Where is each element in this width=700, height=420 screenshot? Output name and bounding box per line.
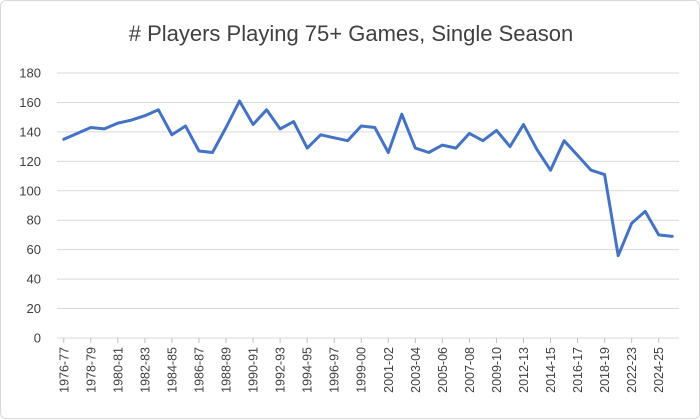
x-tick-label: 1988-89	[220, 347, 234, 393]
x-tick-label: 2022-23	[625, 347, 639, 393]
y-tick-label: 0	[34, 331, 41, 346]
x-tick-label: 1994-95	[301, 347, 315, 393]
y-tick-label: 80	[27, 213, 41, 228]
x-tick-label: 2001-02	[382, 347, 396, 393]
x-tick-label: 2018-19	[598, 347, 612, 393]
x-tick-label: 2007-08	[463, 347, 477, 393]
series-layer	[62, 99, 674, 258]
x-tick-label: 2016-17	[571, 347, 585, 393]
x-tick-label: 1984-85	[165, 347, 179, 393]
y-tick-label: 180	[19, 66, 41, 81]
x-tick-label: 1980-81	[111, 347, 125, 393]
y-tick-label: 140	[19, 124, 41, 139]
series-line-0	[62, 99, 674, 258]
y-tick-label: 100	[19, 183, 41, 198]
x-tick-label: 1982-83	[138, 347, 152, 393]
x-tick-label: 1992-93	[274, 347, 288, 393]
x-tick-label: 2014-15	[544, 347, 558, 393]
gridlines	[57, 72, 679, 339]
y-tick-label: 20	[27, 301, 41, 316]
x-axis-ticks: 1976-77 1978-79 1980-81 1982-83 1984-85 1986-…	[57, 338, 666, 393]
x-tick-label: 2005-06	[436, 347, 450, 393]
x-tick-label: 1976-77	[57, 347, 71, 393]
y-tick-label: 120	[19, 154, 41, 169]
y-tick-label: 60	[27, 242, 41, 257]
x-tick-label: 1996-97	[328, 347, 342, 393]
x-tick-label: 2003-04	[409, 347, 423, 393]
chart-title: # Players Playing 75+ Games, Single Seas…	[129, 21, 574, 46]
x-tick-label: 1990-91	[247, 347, 261, 393]
x-tick-label: 1999-00	[355, 347, 369, 393]
x-tick-label: 1986-87	[192, 347, 206, 393]
y-axis-ticks: 0 20 40 60 80 100 120 140 160 180	[19, 66, 41, 346]
x-tick-label: 2024-25	[652, 347, 666, 393]
x-tick-label: 2009-10	[490, 347, 504, 393]
x-tick-label: 1978-79	[84, 347, 98, 393]
y-tick-label: 40	[27, 272, 41, 287]
y-tick-label: 160	[19, 95, 41, 110]
x-tick-label: 2012-13	[517, 347, 531, 393]
